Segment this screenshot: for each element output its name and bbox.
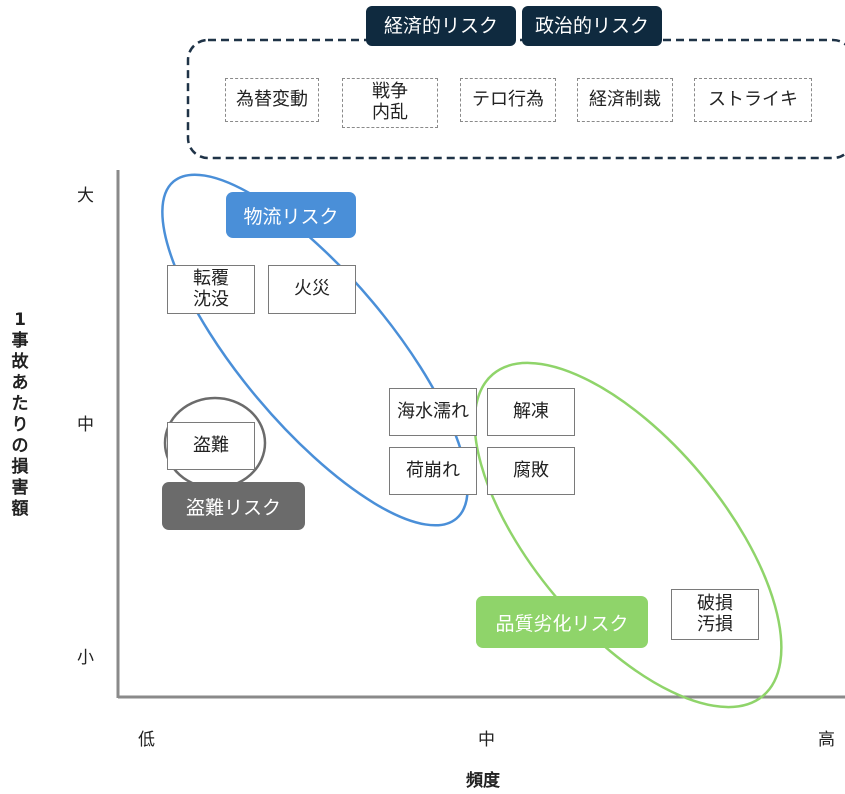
item-seawater-damage: 海水濡れ [389,388,477,436]
item-theft: 盗難 [167,422,255,470]
item-thawing: 解凍 [487,388,575,436]
top-group-frame [186,38,845,160]
item-breakage-stain: 破損 汚損 [671,589,759,640]
item-cargo-collapse: 荷崩れ [389,447,477,495]
quality-ellipse [473,361,783,709]
y-tick-high: 大 [77,186,94,206]
item-terrorism: テロ行為 [460,78,556,122]
item-strike: ストライキ [694,78,812,122]
x-tick-low: 低 [138,730,155,750]
item-fire: 火災 [268,265,356,314]
item-economic-sanctions: 経済制裁 [577,78,673,122]
x-axis-title: 頻度 [466,771,500,791]
x-tick-high: 高 [818,730,835,750]
political-risk-tag: 政治的リスク [522,6,662,46]
item-war-civil-war: 戦争 内乱 [342,78,438,128]
x-tick-mid: 中 [478,730,495,750]
quality-risk-tag: 品質劣化リスク [476,596,648,648]
item-exchange-fluctuation: 為替変動 [225,78,319,122]
item-rot: 腐敗 [487,447,575,495]
logistics-risk-tag: 物流リスク [226,192,356,238]
y-tick-low: 小 [77,648,94,668]
y-tick-mid: 中 [77,415,94,435]
item-capsize-sinking: 転覆 沈没 [167,265,255,314]
theft-risk-tag: 盗難リスク [162,482,305,530]
y-axis-title: 1事故あたりの損害額 [11,310,29,519]
logistics-ellipse [161,173,469,527]
economic-risk-tag: 経済的リスク [366,6,516,46]
